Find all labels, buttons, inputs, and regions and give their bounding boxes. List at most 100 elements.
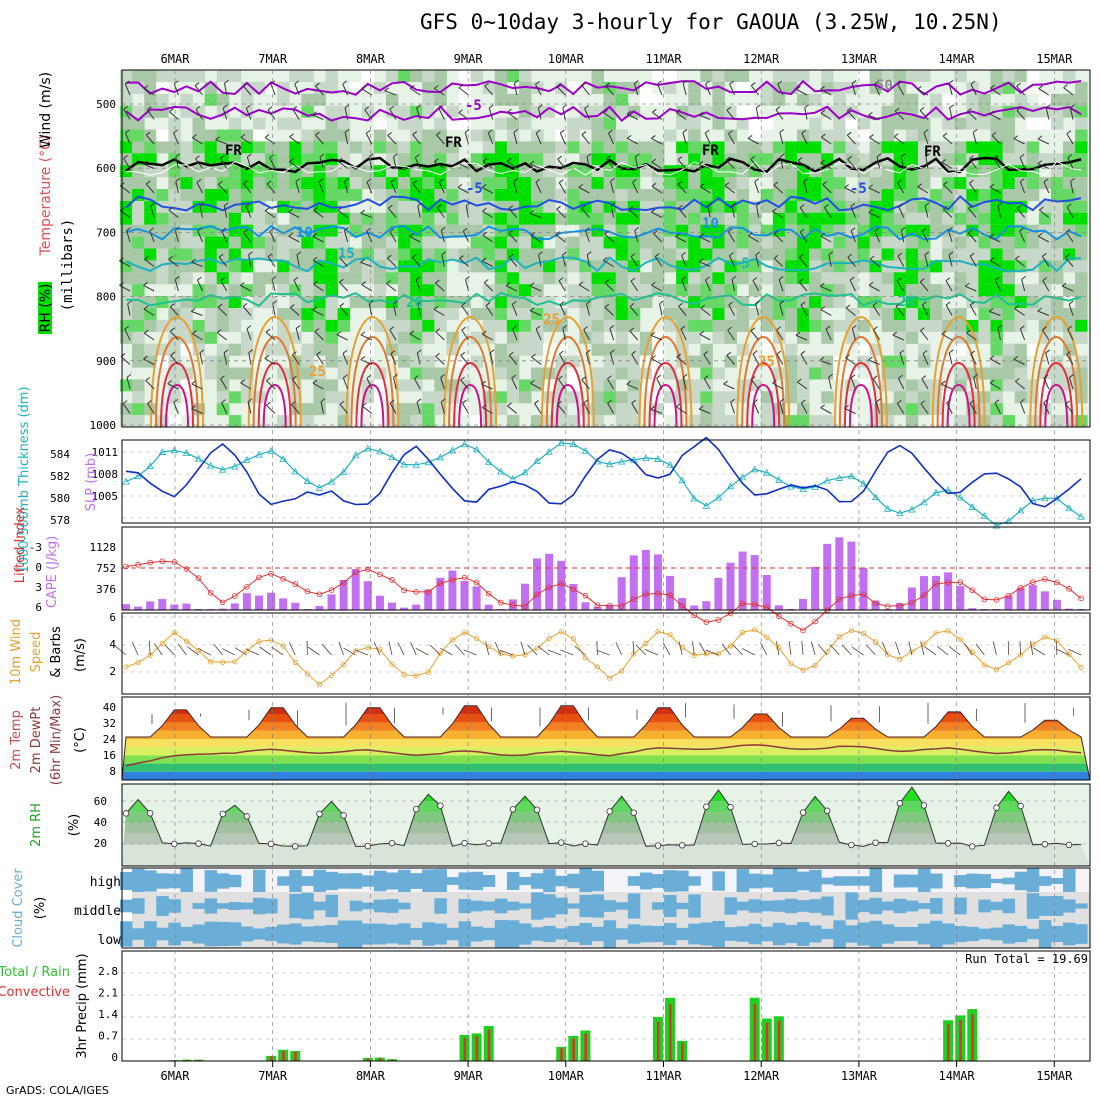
thickness-point [992, 521, 1001, 529]
rh-cell [784, 355, 798, 368]
rh-cell [1026, 236, 1040, 249]
rh-cell [833, 129, 846, 142]
lifted-tick: 6 [35, 601, 42, 614]
wind-barb-flag [315, 82, 320, 87]
rh-cell [482, 81, 496, 94]
wind-barb-flag [360, 356, 366, 361]
wind-barb-flag [581, 82, 587, 86]
wind-tick: 4 [109, 638, 116, 651]
temp-tick: 40 [103, 701, 116, 714]
wind-speed-point [449, 637, 456, 643]
wind-barb [417, 205, 421, 218]
rh-cell [615, 296, 629, 309]
thickness-point [206, 461, 215, 469]
rh-cell [1026, 177, 1040, 190]
thickness-point [932, 488, 940, 496]
cape-bar [1004, 595, 1013, 610]
wind-barb [844, 187, 856, 194]
rh-cell [422, 272, 435, 285]
wind-barb-flag [1042, 326, 1047, 331]
rh-cell [954, 284, 967, 297]
rh-cell [893, 343, 907, 356]
lifted-index-point [884, 603, 891, 610]
precip-tick: 0.7 [98, 1030, 118, 1043]
rh-cell [591, 105, 605, 118]
rh-cell [712, 70, 725, 82]
wind-barb-flag [727, 326, 732, 331]
rh-cell [325, 379, 339, 392]
wind-barb [578, 186, 590, 194]
rh-cell [712, 153, 725, 166]
rh-cell [978, 308, 991, 320]
wind-barb [339, 257, 348, 267]
cape-bar [1028, 585, 1037, 610]
rh-cell [398, 296, 411, 309]
cloud-cell [712, 871, 725, 891]
wind-barb-flag [897, 81, 903, 85]
wind-barb [124, 83, 131, 96]
rh-cell [784, 141, 798, 154]
wind-barb [881, 641, 889, 656]
wind-barb [494, 642, 502, 656]
rh-cell [615, 93, 629, 106]
rh-cell [180, 212, 193, 225]
wind-barb-flag [699, 330, 705, 335]
temp-tick: 8 [109, 765, 116, 778]
cape-bar [339, 579, 348, 610]
wind-speed-line [125, 629, 1082, 686]
wind-barb-flag [529, 160, 535, 165]
rh-cell [1038, 236, 1052, 249]
wind-barb [388, 207, 397, 218]
wind-barb-flag [897, 399, 902, 404]
rh-cell [301, 189, 314, 201]
rh-cell [881, 189, 895, 201]
wind-barb-flag [248, 349, 254, 354]
wind-barb [393, 156, 397, 169]
wind-barb [191, 383, 203, 390]
rh-cell [216, 355, 230, 368]
thickness-point [908, 505, 916, 513]
wind-barb [174, 279, 179, 292]
wind-barb-flag [801, 399, 806, 404]
rh-cell [676, 141, 689, 154]
wind-barb [755, 107, 760, 120]
wind-barb-flag [844, 184, 849, 189]
rh-cell [422, 189, 435, 201]
wind-tick: 2 [109, 665, 116, 678]
rh-cell [966, 212, 979, 225]
wind-barb [721, 643, 731, 656]
wind-barb [143, 284, 155, 292]
wind-barb-flag [989, 379, 995, 384]
rh-cell [531, 212, 544, 225]
wind-barb-flag [752, 277, 758, 281]
wind-barb [556, 86, 566, 96]
wind-barb [846, 134, 856, 145]
rh-cell [240, 343, 254, 356]
wind-barb [362, 405, 373, 414]
rh-cell [688, 93, 701, 106]
rh-cell [978, 212, 991, 225]
rh-cell [506, 308, 520, 320]
lifted-index-point [618, 603, 625, 609]
wind-barb [416, 352, 421, 365]
rh-cell [857, 200, 870, 213]
wind-barb-flag [943, 205, 948, 210]
rh-cell [942, 200, 955, 213]
wind-barb [775, 641, 780, 656]
wind-barb [822, 184, 832, 194]
cloud-cell [216, 903, 230, 909]
wind-barb-flag [1066, 350, 1071, 355]
rh-cell [192, 189, 206, 201]
cloud-cell [482, 875, 496, 887]
rh-cell [942, 212, 955, 225]
rh-cell [506, 391, 520, 404]
wind-barb [874, 83, 881, 96]
wind-barb-flag [289, 304, 295, 308]
rh-cell [881, 141, 895, 154]
cloud-cell [966, 873, 979, 889]
rh-cell [422, 296, 435, 309]
cloud-cell [869, 920, 883, 948]
wind-barb [945, 280, 953, 292]
rh-cell [845, 284, 858, 297]
wind-barb-flag [360, 258, 365, 263]
